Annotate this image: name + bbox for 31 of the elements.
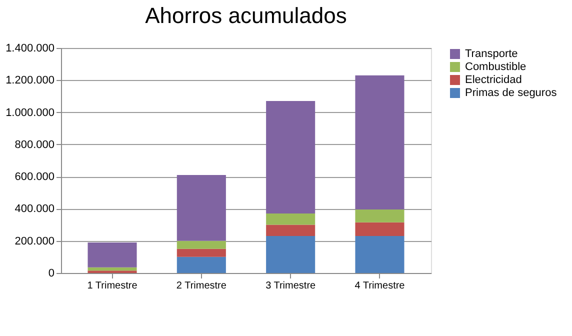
x-tick-label: 3 Trimestre	[266, 280, 316, 292]
legend-label: Combustible	[465, 61, 526, 73]
bar	[266, 236, 316, 273]
y-tick-label: 800.000	[14, 138, 54, 151]
x-tick-label: 4 Trimestre	[354, 280, 406, 292]
bar	[355, 222, 404, 236]
chart-title: Ahorros acumulados	[145, 3, 347, 28]
bar	[266, 224, 316, 236]
legend-label: Transporte	[465, 48, 518, 60]
bar	[266, 101, 316, 214]
bar	[88, 267, 137, 271]
y-tick-label: 0	[48, 268, 54, 280]
y-tick-label: 1.000.000	[6, 106, 54, 119]
bar	[176, 174, 226, 241]
bar	[176, 248, 226, 257]
legend-label: Electricidad	[465, 74, 522, 86]
y-tick-label: 1.400.000	[6, 42, 54, 54]
bar	[355, 75, 404, 210]
bar	[266, 214, 316, 225]
legend-label: Primas de seguros	[465, 87, 558, 99]
bar	[176, 256, 226, 273]
y-tick-label: 400.000	[14, 203, 54, 216]
bar	[355, 236, 404, 273]
bar	[88, 242, 137, 268]
y-tick-label: 200.000	[14, 235, 54, 248]
bar	[355, 210, 404, 222]
x-tick-label: 2 Trimestre	[176, 280, 227, 292]
y-tick-label: 1.200.000	[6, 74, 54, 87]
y-tick-label: 600.000	[14, 171, 54, 184]
x-tick-label: 1 Trimestre	[87, 280, 138, 292]
bar	[176, 240, 226, 249]
